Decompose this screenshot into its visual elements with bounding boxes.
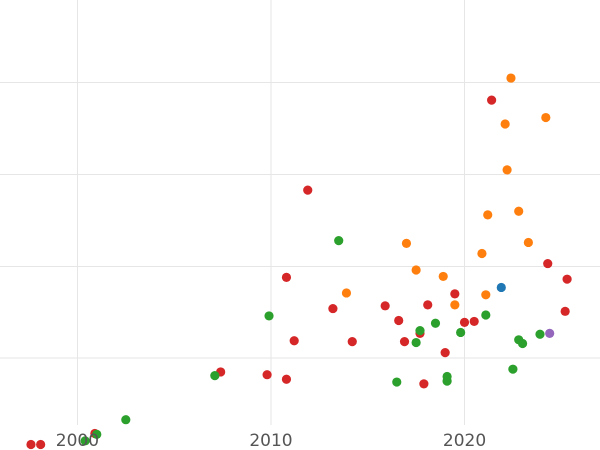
data-point	[281, 374, 292, 384]
x-tick-labels: 2000 2010 2020	[56, 431, 486, 450]
data-point	[543, 258, 553, 269]
data-point	[36, 439, 46, 450]
data-point	[415, 326, 425, 336]
data-point	[262, 370, 272, 380]
data-point	[92, 429, 102, 439]
data-point	[411, 337, 421, 348]
data-point	[430, 318, 441, 328]
data-point	[487, 95, 497, 105]
data-point	[26, 439, 36, 450]
data-point	[506, 73, 516, 83]
data-point	[419, 379, 429, 389]
data-point	[341, 288, 352, 298]
data-point	[450, 300, 460, 310]
data-point	[508, 364, 518, 374]
data-point	[264, 311, 274, 321]
data-point	[303, 185, 313, 195]
data-point	[481, 290, 491, 300]
data-point	[514, 206, 524, 216]
data-point	[523, 237, 533, 248]
data-point	[442, 376, 452, 386]
grid-layer	[0, 0, 600, 425]
data-point	[394, 315, 404, 326]
data-point	[502, 165, 512, 175]
data-point	[500, 119, 510, 129]
data-point	[121, 415, 131, 425]
data-point	[289, 336, 299, 346]
data-point	[477, 248, 487, 259]
data-point	[535, 329, 545, 339]
data-point	[210, 371, 220, 381]
data-point	[334, 236, 344, 246]
data-point	[456, 327, 466, 338]
data-point	[496, 282, 506, 293]
data-point	[281, 272, 292, 282]
data-point	[328, 303, 338, 314]
data-point	[562, 274, 572, 284]
data-point	[481, 310, 491, 320]
points-layer	[26, 73, 572, 450]
data-point	[392, 377, 402, 387]
data-point	[401, 238, 412, 248]
data-point	[483, 210, 493, 220]
data-point	[459, 317, 470, 327]
x-tick-label-2010: 2010	[249, 431, 292, 450]
data-point	[560, 306, 570, 316]
data-point	[80, 436, 90, 446]
data-point	[438, 271, 448, 282]
data-point	[347, 337, 357, 347]
data-point	[517, 338, 528, 349]
x-tick-label-2020: 2020	[443, 431, 486, 450]
data-point	[411, 265, 421, 275]
data-point	[541, 112, 551, 123]
data-point	[399, 337, 410, 347]
data-point	[545, 328, 555, 338]
data-point	[469, 316, 479, 327]
data-point	[380, 301, 390, 311]
data-point	[440, 348, 450, 358]
data-point	[450, 289, 460, 299]
x-tick-label-2000: 2000	[56, 431, 99, 450]
data-point	[423, 300, 433, 310]
